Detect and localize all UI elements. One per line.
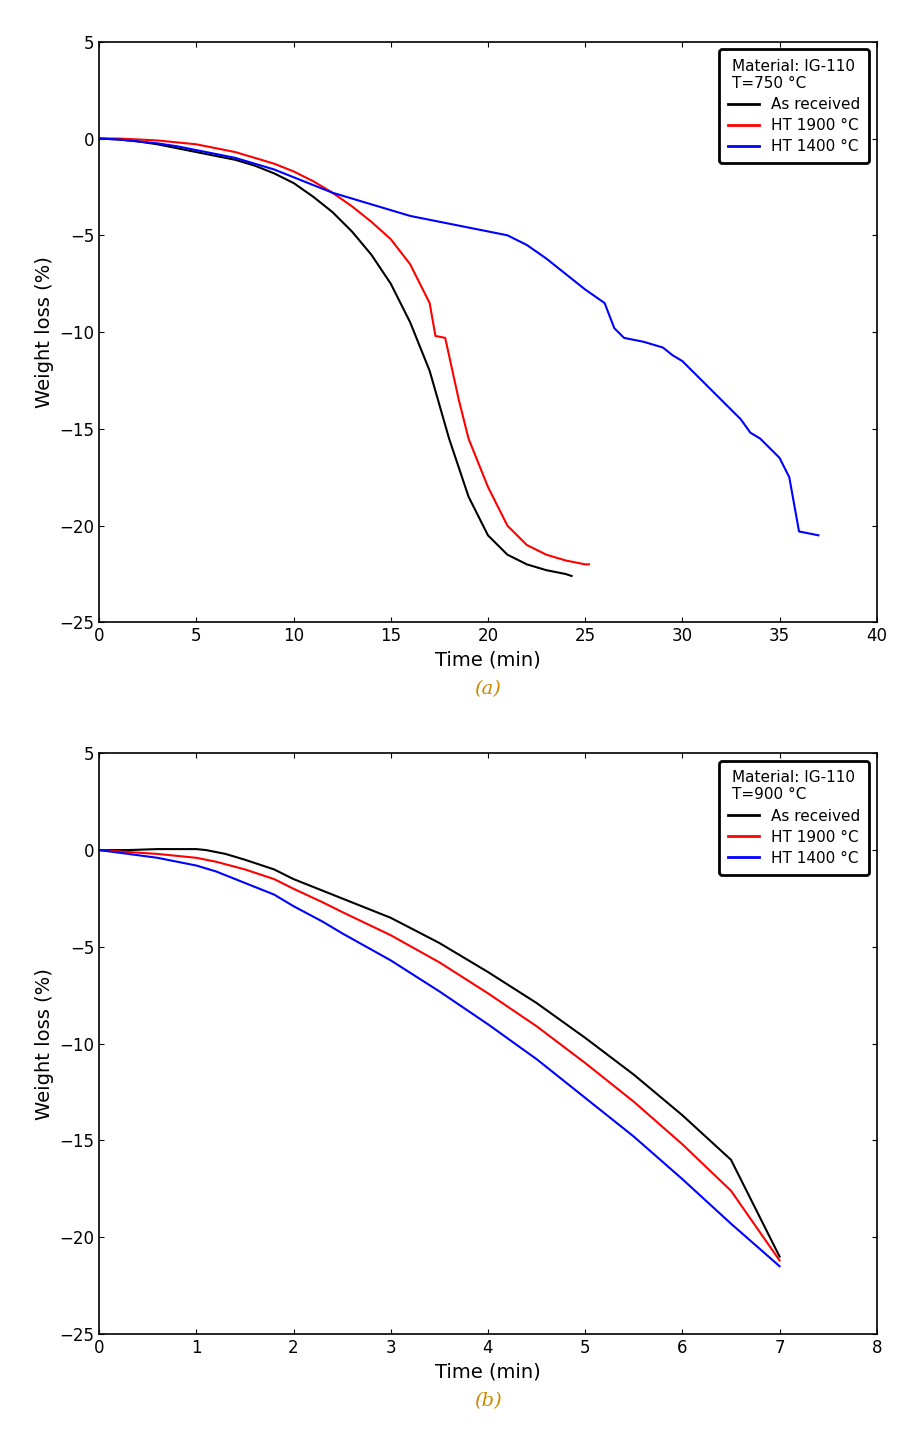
- Y-axis label: Weight loss (%): Weight loss (%): [35, 967, 53, 1119]
- Legend: As received, HT 1900 °C, HT 1400 °C: As received, HT 1900 °C, HT 1400 °C: [719, 762, 869, 875]
- X-axis label: Time (min): Time (min): [435, 1362, 541, 1381]
- Legend: As received, HT 1900 °C, HT 1400 °C: As received, HT 1900 °C, HT 1400 °C: [719, 49, 869, 164]
- X-axis label: Time (min): Time (min): [435, 651, 541, 670]
- Text: (a): (a): [475, 681, 502, 698]
- Y-axis label: Weight loss (%): Weight loss (%): [35, 256, 53, 408]
- Text: (b): (b): [474, 1392, 502, 1410]
